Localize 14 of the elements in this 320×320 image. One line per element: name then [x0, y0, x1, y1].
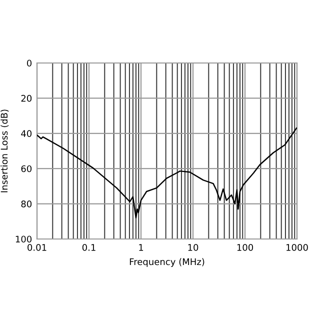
x-tick-label: 0.1: [82, 244, 96, 251]
y-tick-label: 100: [16, 236, 32, 243]
y-tick-label: 60: [21, 165, 32, 172]
y-tick-label: 20: [21, 94, 32, 102]
x-tick-label: 100: [237, 244, 254, 251]
x-axis-title: Frequency (MHz): [130, 258, 204, 267]
x-tick-label: 1000: [286, 244, 308, 251]
x-tick-label: 1: [139, 244, 144, 251]
y-axis-title: Insertion Loss (dB): [0, 110, 9, 192]
y-tick-label: 80: [21, 200, 32, 208]
y-tick-label: 0: [26, 60, 32, 67]
x-tick-label: 10: [188, 244, 198, 251]
y-tick-label: 40: [21, 130, 32, 137]
x-tick-label: 0.01: [28, 244, 46, 251]
